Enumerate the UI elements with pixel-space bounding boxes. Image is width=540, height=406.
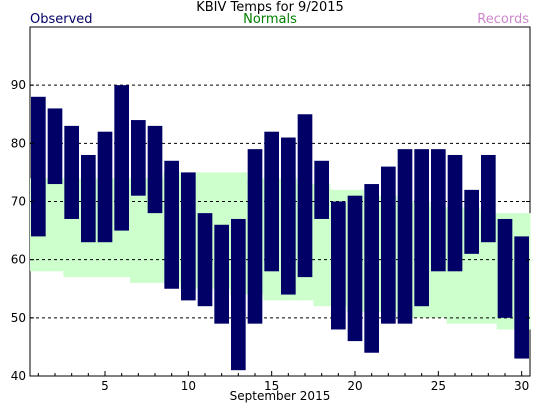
observed-bar-day-22 bbox=[381, 166, 396, 324]
y-tick-label-50: 50 bbox=[11, 311, 26, 325]
observed-bar-day-7 bbox=[131, 120, 146, 196]
observed-bar-day-26 bbox=[447, 154, 463, 272]
y-tick-label-90: 90 bbox=[11, 78, 26, 92]
legend-normals: Normals bbox=[243, 12, 297, 27]
y-tick-label-60: 60 bbox=[11, 253, 26, 267]
observed-bar-day-10 bbox=[181, 172, 196, 301]
axis-layer: 40 50 60 70 80 90 5 10 15 20 25 30 bbox=[11, 78, 530, 393]
observed-bar-day-21 bbox=[364, 184, 379, 353]
observed-bar-day-14 bbox=[247, 149, 263, 324]
observed-bar-day-2 bbox=[47, 108, 63, 185]
y-tick-label-70: 70 bbox=[11, 195, 26, 209]
x-tick-label-5: 5 bbox=[101, 379, 109, 393]
observed-bar-day-23 bbox=[397, 149, 413, 324]
observed-bar-day-3 bbox=[64, 125, 79, 219]
observed-bar-day-8 bbox=[147, 125, 163, 214]
observed-bar-day-20 bbox=[347, 195, 363, 342]
observed-bar-day-30 bbox=[514, 236, 529, 359]
observed-bar-day-5 bbox=[97, 131, 113, 243]
observed-bar-day-11 bbox=[197, 213, 213, 307]
observed-bar-day-18 bbox=[314, 160, 329, 219]
observed-bar-day-6 bbox=[114, 85, 129, 231]
y-tick-label-80: 80 bbox=[11, 136, 26, 150]
observed-bar-day-19 bbox=[331, 201, 346, 330]
observed-bar-day-29 bbox=[497, 218, 513, 318]
observed-bar-day-25 bbox=[431, 149, 446, 272]
observed-bar-day-28 bbox=[481, 154, 496, 243]
observed-bar-day-15 bbox=[264, 131, 279, 272]
chart-title: KBIV Temps for 9/2015 bbox=[196, 0, 344, 15]
normal-range-day-2 bbox=[46, 178, 64, 272]
observed-bar-day-4 bbox=[81, 154, 96, 243]
legend-records: Records bbox=[477, 12, 529, 27]
normal-range-day-7 bbox=[130, 178, 148, 283]
observed-bar-day-12 bbox=[214, 224, 229, 324]
x-axis-label: September 2015 bbox=[230, 389, 331, 403]
observed-bars bbox=[31, 85, 529, 371]
observed-bar-day-9 bbox=[164, 160, 179, 289]
x-tick-label-30: 30 bbox=[514, 379, 529, 393]
observed-bar-day-16 bbox=[281, 137, 296, 295]
y-tick-label-40: 40 bbox=[11, 369, 26, 383]
observed-bar-day-17 bbox=[297, 114, 313, 278]
observed-bar-day-13 bbox=[231, 218, 246, 371]
observed-bar-day-27 bbox=[464, 189, 479, 254]
x-tick-label-20: 20 bbox=[347, 379, 362, 393]
observed-bar-day-1 bbox=[31, 96, 46, 237]
legend-observed: Observed bbox=[30, 12, 93, 27]
observed-bar-day-24 bbox=[414, 149, 429, 307]
x-tick-label-15: 15 bbox=[264, 379, 279, 393]
grid-layer bbox=[30, 84, 530, 319]
x-tick-label-25: 25 bbox=[431, 379, 446, 393]
x-tick-label-10: 10 bbox=[181, 379, 196, 393]
